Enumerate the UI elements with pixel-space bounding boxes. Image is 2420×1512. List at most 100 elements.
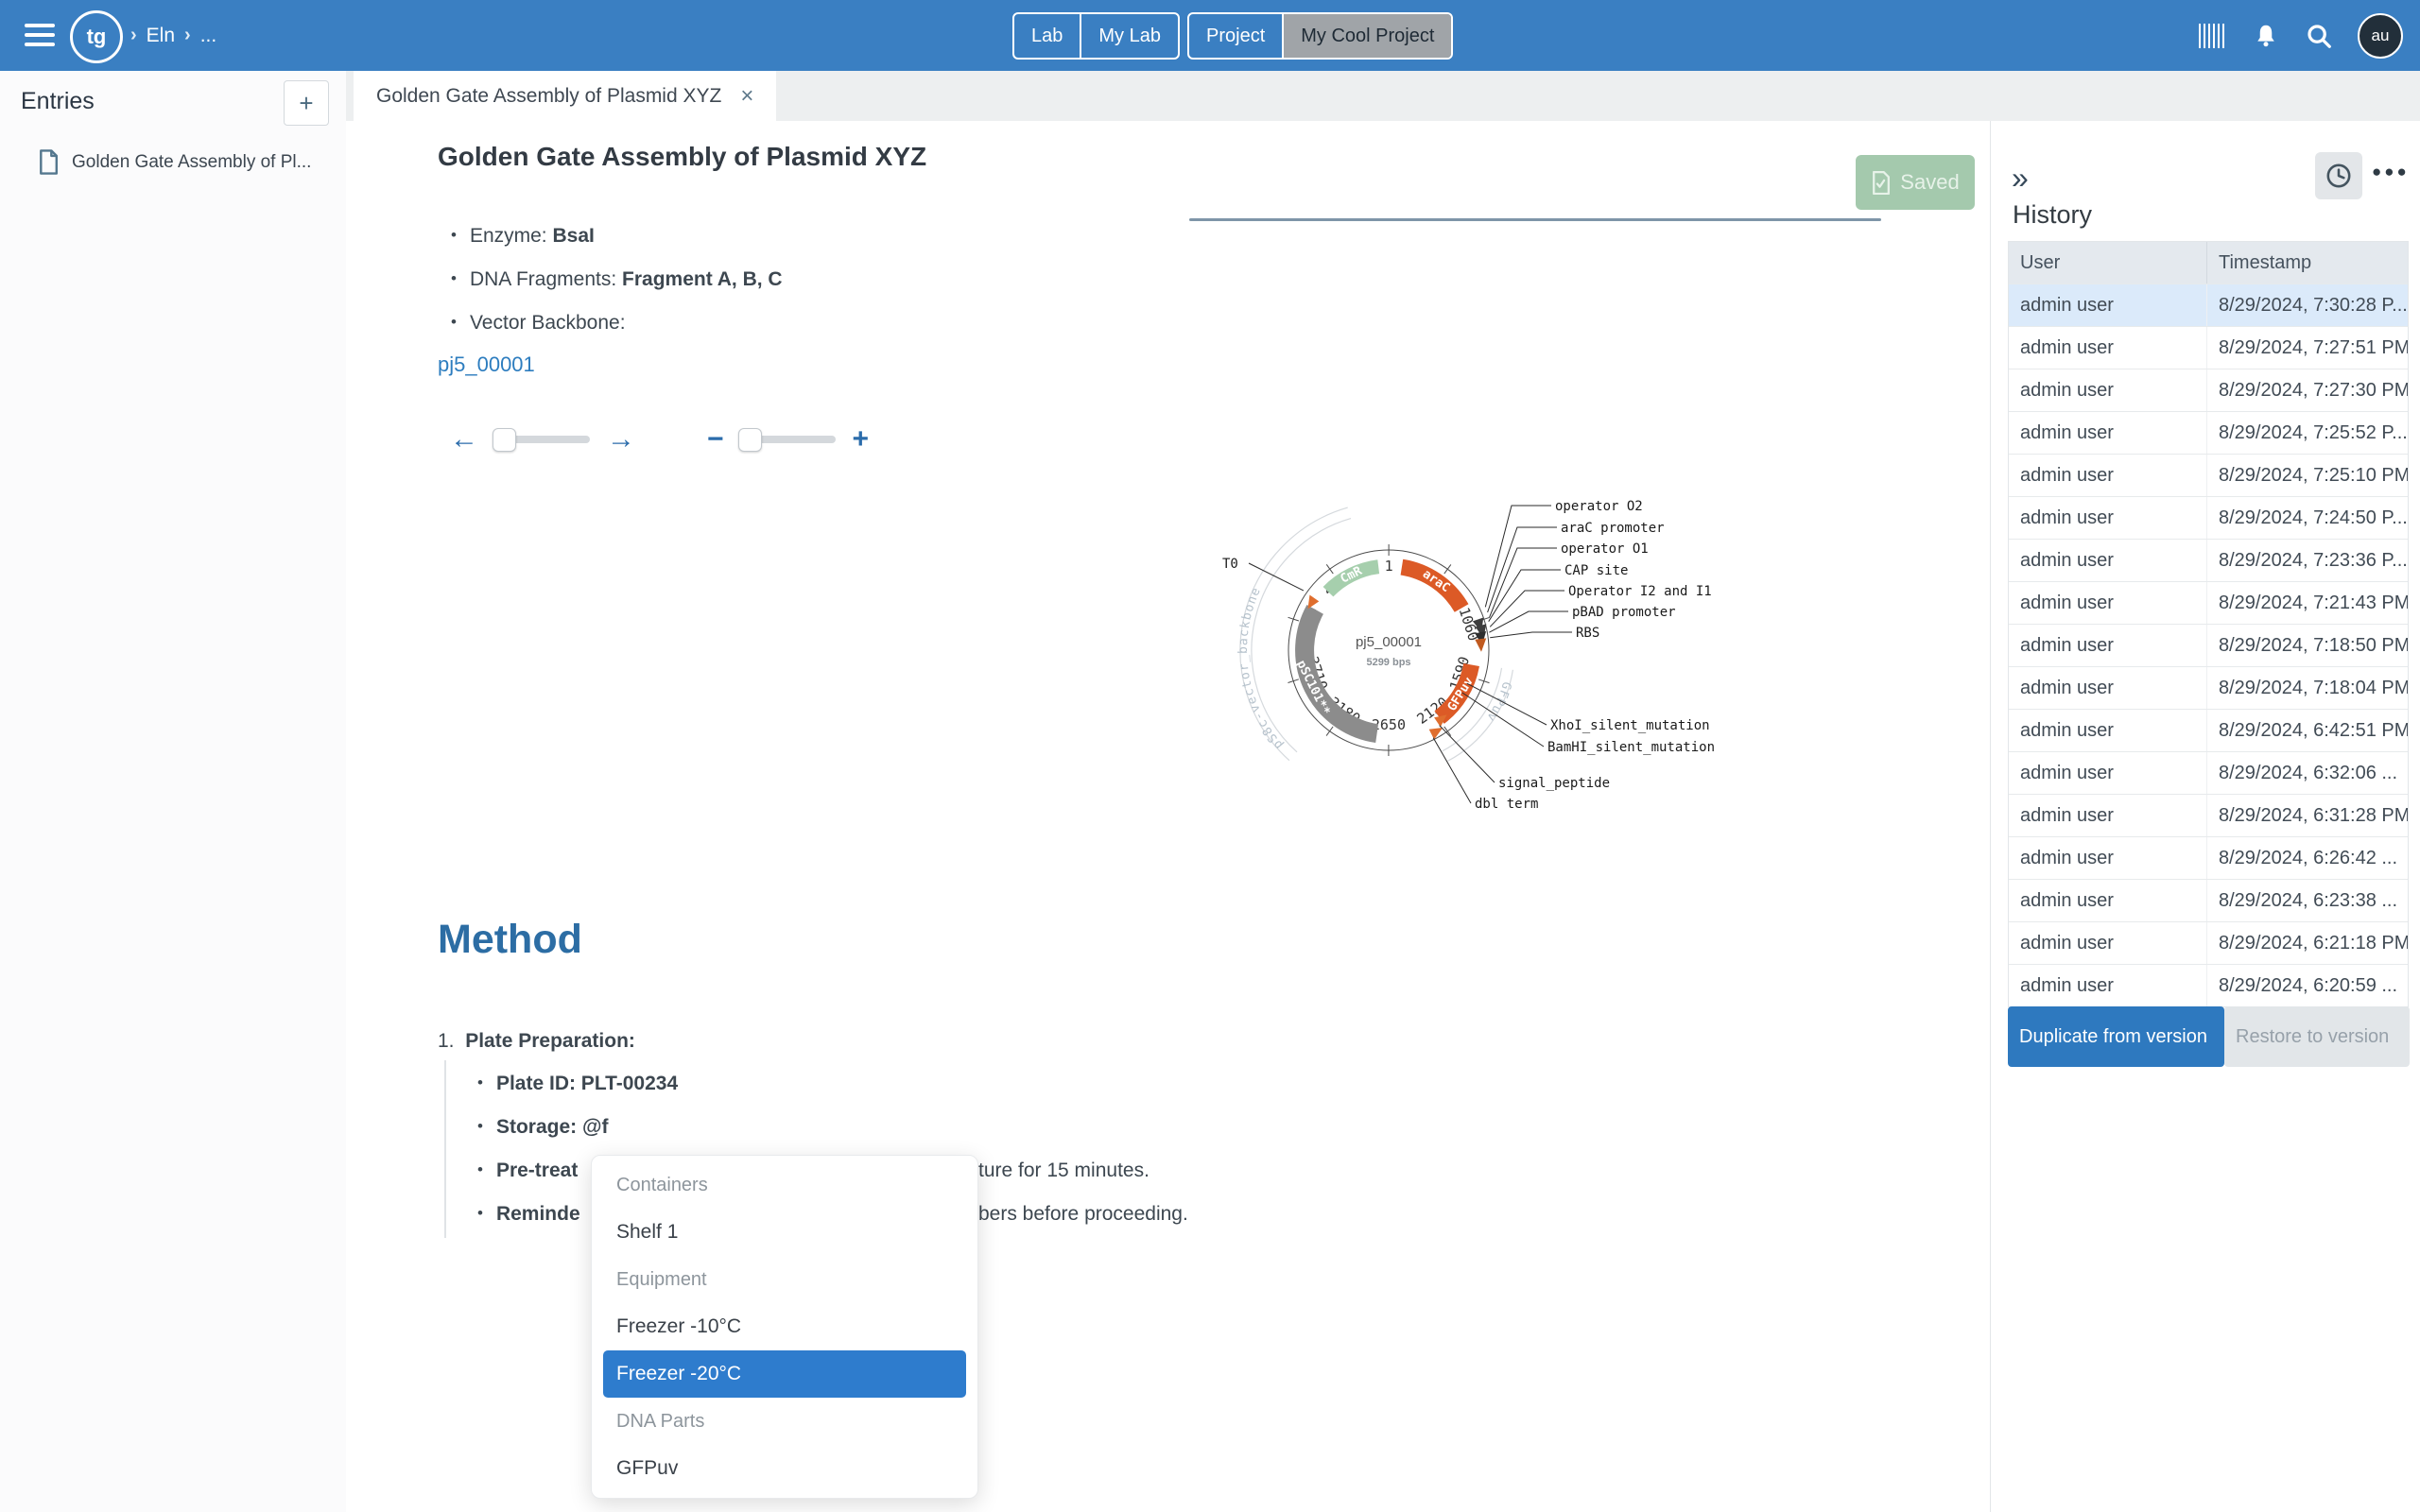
history-timestamp-cell: 8/29/2024, 6:42:51 PM [2206,710,2408,751]
history-user-cell: admin user [2020,507,2114,528]
saved-status-button[interactable]: Saved [1856,155,1975,210]
lab-switcher-value[interactable]: My Lab [1080,14,1178,58]
project-switcher-value[interactable]: My Cool Project [1282,14,1452,58]
saved-doc-check-icon [1873,170,1891,195]
history-timestamp-cell: 8/29/2024, 7:24:50 P... [2206,497,2408,539]
bullet-dot: • [477,1074,483,1091]
duplicate-from-version-button[interactable]: Duplicate from version [2008,1006,2224,1067]
bullet-plate-id: • Plate ID: PLT-00234 [477,1073,679,1094]
bullet-dot: • [477,1160,483,1178]
zoom-slider[interactable] [737,428,836,452]
history-row[interactable]: admin user 8/29/2024, 6:42:51 PM [2009,709,2408,751]
history-timestamp-cell: 8/29/2024, 7:23:36 P... [2206,540,2408,581]
plasmid-callout-label: operator O2 [1555,499,1643,514]
hamburger-menu-icon[interactable] [25,24,55,48]
history-row[interactable]: admin user 8/29/2024, 7:27:30 PM [2009,369,2408,411]
history-row[interactable]: admin user 8/29/2024, 7:30:28 P... [2009,284,2408,326]
history-row[interactable]: admin user 8/29/2024, 6:21:18 PM [2009,921,2408,964]
document-canvas[interactable]: Golden Gate Assembly of Plasmid XYZ Save… [346,121,1990,1512]
history-row[interactable]: admin user 8/29/2024, 7:25:52 P... [2009,411,2408,454]
rotate-slider[interactable] [493,428,590,452]
rotate-right-arrow-icon[interactable]: → [607,423,635,455]
close-tab-icon[interactable]: × [740,82,754,109]
chevron-right-icon: › [130,25,137,45]
dropdown-group-dna-parts: DNA Parts [616,1410,705,1432]
history-row[interactable]: admin user 8/29/2024, 7:21:43 PM [2009,581,2408,624]
bullet-dot: • [477,1117,483,1135]
dropdown-option-freezer-20-c[interactable]: Freezer -20°C [603,1350,966,1398]
dropdown-option-shelf-1[interactable]: Shelf 1 [616,1221,679,1243]
plasmid-callout-label: Operator I2 and I1 [1568,584,1712,599]
history-row[interactable]: admin user 8/29/2024, 6:23:38 ... [2009,879,2408,921]
breadcrumb-app[interactable]: Eln [146,24,176,46]
topbar-actions: au [2199,0,2403,71]
history-row[interactable]: admin user 8/29/2024, 6:32:06 ... [2009,751,2408,794]
history-user-cell: admin user [2020,719,2114,741]
history-user-cell: admin user [2020,804,2114,826]
rotate-slider-knob[interactable] [493,428,516,452]
dropdown-option-gfpuv[interactable]: GFPuv [616,1457,679,1479]
history-row[interactable]: admin user 8/29/2024, 7:18:50 PM [2009,624,2408,666]
history-timestamp-cell: 8/29/2024, 7:18:04 PM [2206,667,2408,709]
history-row[interactable]: admin user 8/29/2024, 6:31:28 PM [2009,794,2408,836]
bullet-storage: • Storage: @f [477,1116,609,1138]
dropdown-option-freezer-10-c[interactable]: Freezer -10°C [616,1315,742,1337]
lab-switcher-label[interactable]: Lab [1031,25,1063,46]
user-avatar[interactable]: au [2358,12,2403,59]
zoom-slider-knob[interactable] [737,428,762,452]
history-timestamp-cell: 8/29/2024, 7:21:43 PM [2206,582,2408,624]
history-timestamp-cell: 8/29/2024, 6:26:42 ... [2206,837,2408,879]
history-row[interactable]: admin user 8/29/2024, 6:26:42 ... [2009,836,2408,879]
rotate-left-arrow-icon[interactable]: ← [450,423,478,455]
history-row[interactable]: admin user 8/29/2024, 7:25:10 PM [2009,454,2408,496]
history-row[interactable]: admin user 8/29/2024, 6:20:59 ... [2009,964,2408,1006]
history-user-cell: admin user [2020,932,2114,954]
plasmid-view-controls: ← → − + [450,425,869,454]
history-timestamp-cell: 8/29/2024, 6:31:28 PM [2206,795,2408,836]
history-user-cell: admin user [2020,974,2114,996]
tab-active-entry[interactable]: Golden Gate Assembly of Plasmid XYZ × [354,71,777,121]
plasmid-map[interactable]: pS8c-vector_backbone GFPuv 1 530 1060 1590 212… [1186,487,1782,841]
column-header-user[interactable]: User [2020,251,2061,273]
plasmid-tick-label: 2650 [1372,716,1406,733]
tg-logo[interactable]: tg [70,10,123,63]
bullet-dot: • [451,226,457,244]
project-switcher-label[interactable]: Project [1206,25,1266,46]
add-entry-button[interactable]: + [284,80,329,126]
plasmid-callout-label: XhoI_silent_mutation [1550,718,1710,733]
plasmid-callout-label: signal_peptide [1498,776,1610,791]
history-table: User Timestamp admin user 8/29/2024, 7:30… [2008,241,2409,1007]
entries-sidebar: Entries + Golden Gate Assembly of Pl... [0,71,347,1512]
bullet-dna-fragments: • DNA Fragments: Fragment A, B, C [451,268,783,290]
bullet-dot: • [451,269,457,287]
column-header-timestamp[interactable]: Timestamp [2206,242,2408,284]
bullet-vector-backbone: • Vector Backbone: [451,312,626,334]
barcode-icon[interactable] [2199,23,2227,48]
more-options-icon[interactable]: ●●● [2372,163,2410,180]
history-timestamp-cell: 8/29/2024, 6:23:38 ... [2206,880,2408,921]
plasmid-feature-marker [1475,638,1487,652]
zoom-out-icon[interactable]: − [707,423,724,455]
zoom-in-icon[interactable]: + [852,423,870,455]
bullet-reminder-tail: bers before proceeding. [978,1203,1188,1225]
history-row[interactable]: admin user 8/29/2024, 7:18:04 PM [2009,666,2408,709]
history-timestamp-cell: 8/29/2024, 7:27:51 PM [2206,327,2408,369]
dropdown-group-equipment: Equipment [616,1268,707,1290]
history-row[interactable]: admin user 8/29/2024, 7:27:51 PM [2009,326,2408,369]
restore-to-version-button[interactable]: Restore to version [2224,1006,2410,1067]
tab-label: Golden Gate Assembly of Plasmid XYZ [376,84,722,107]
collapse-panel-icon[interactable]: » [2012,161,2029,195]
history-clock-button[interactable] [2315,152,2362,199]
bell-icon[interactable] [2252,22,2280,50]
history-row[interactable]: admin user 8/29/2024, 7:23:36 P... [2009,539,2408,581]
search-icon[interactable] [2305,22,2333,50]
breadcrumb-more[interactable]: ... [199,24,217,46]
vector-backbone-link[interactable]: pj5_00001 [438,352,535,376]
history-user-cell: admin user [2020,762,2114,783]
top-nav-bar: tg › Eln › ... Lab My Lab Project My Coo… [0,0,2420,71]
history-table-header: User Timestamp [2009,242,2408,284]
history-user-cell: admin user [2020,464,2114,486]
sidebar-item-entry[interactable]: Golden Gate Assembly of Pl... [38,149,311,175]
plasmid-feature-marker [1434,714,1447,728]
history-row[interactable]: admin user 8/29/2024, 7:24:50 P... [2009,496,2408,539]
